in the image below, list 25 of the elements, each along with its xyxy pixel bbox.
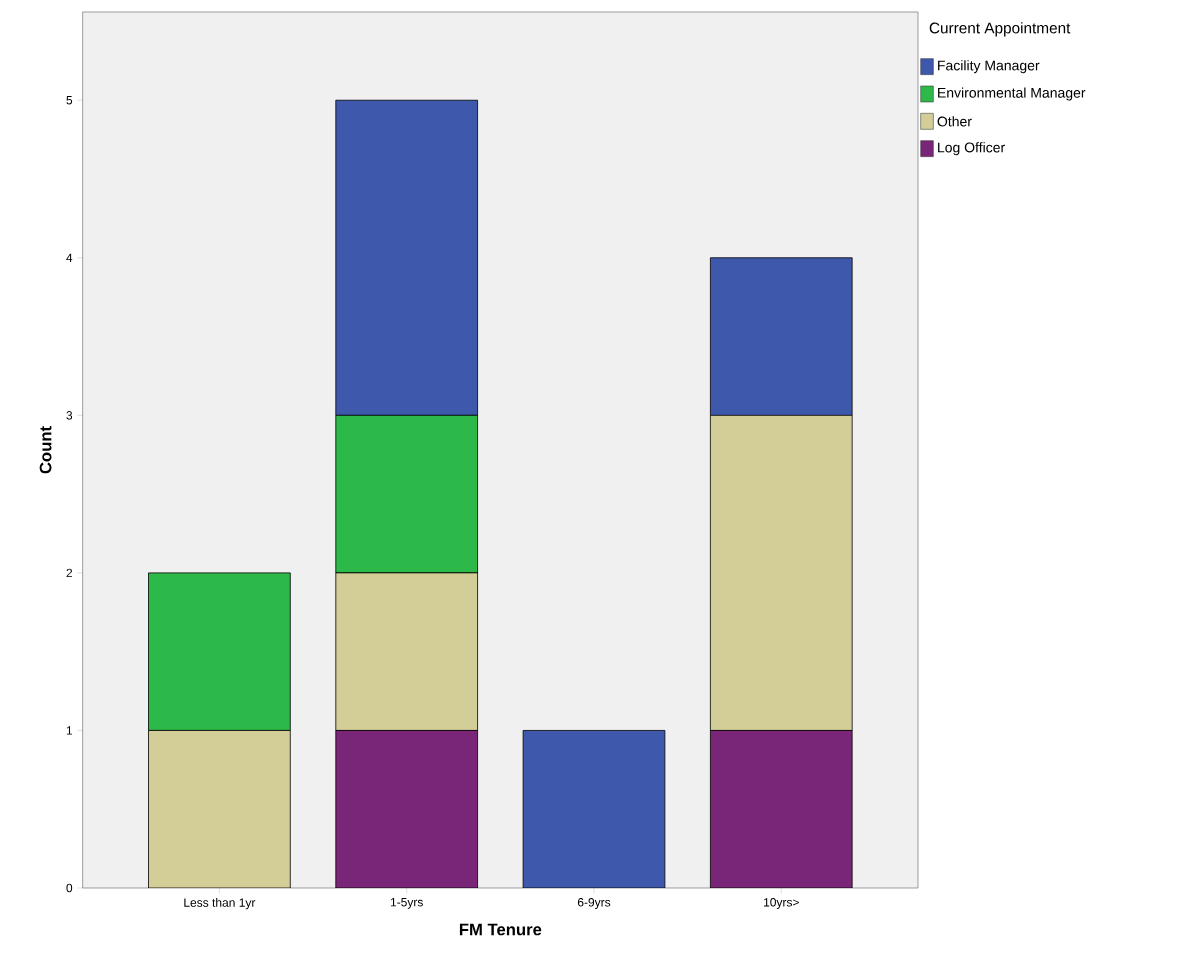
- legend-label: Environmental Manager: [938, 87, 1086, 101]
- bar: [523, 730, 665, 888]
- y-tick-label: 0: [66, 883, 73, 893]
- x-tick-label: 10yrs>: [764, 898, 799, 909]
- bar: [709, 257, 853, 416]
- legend-label: Facility Manager: [938, 60, 1040, 74]
- y-tick-label: 3: [66, 411, 73, 420]
- y-axis-title: Count: [39, 426, 52, 474]
- bar: [148, 730, 291, 888]
- y-tick-label: 5: [66, 96, 73, 105]
- bar: [335, 99, 478, 416]
- legend-label: Other: [937, 116, 972, 127]
- bar: [709, 414, 853, 731]
- bar: [709, 730, 853, 888]
- legend-label: Log Officer: [938, 142, 1005, 156]
- bar: [335, 572, 478, 731]
- y-tick-label: 1: [66, 726, 73, 735]
- bar: [335, 730, 478, 888]
- y-tick-label: 2: [66, 568, 73, 578]
- y-tick-label: 4: [66, 253, 73, 262]
- x-axis-title: FM Tenure: [459, 923, 542, 936]
- x-tick-label: 6-9yrs: [577, 898, 611, 909]
- x-tick-label: 1-5yrs: [390, 898, 423, 909]
- legend-title: Current Appointment: [929, 22, 1071, 37]
- x-tick-label: Less than 1yr: [184, 898, 256, 910]
